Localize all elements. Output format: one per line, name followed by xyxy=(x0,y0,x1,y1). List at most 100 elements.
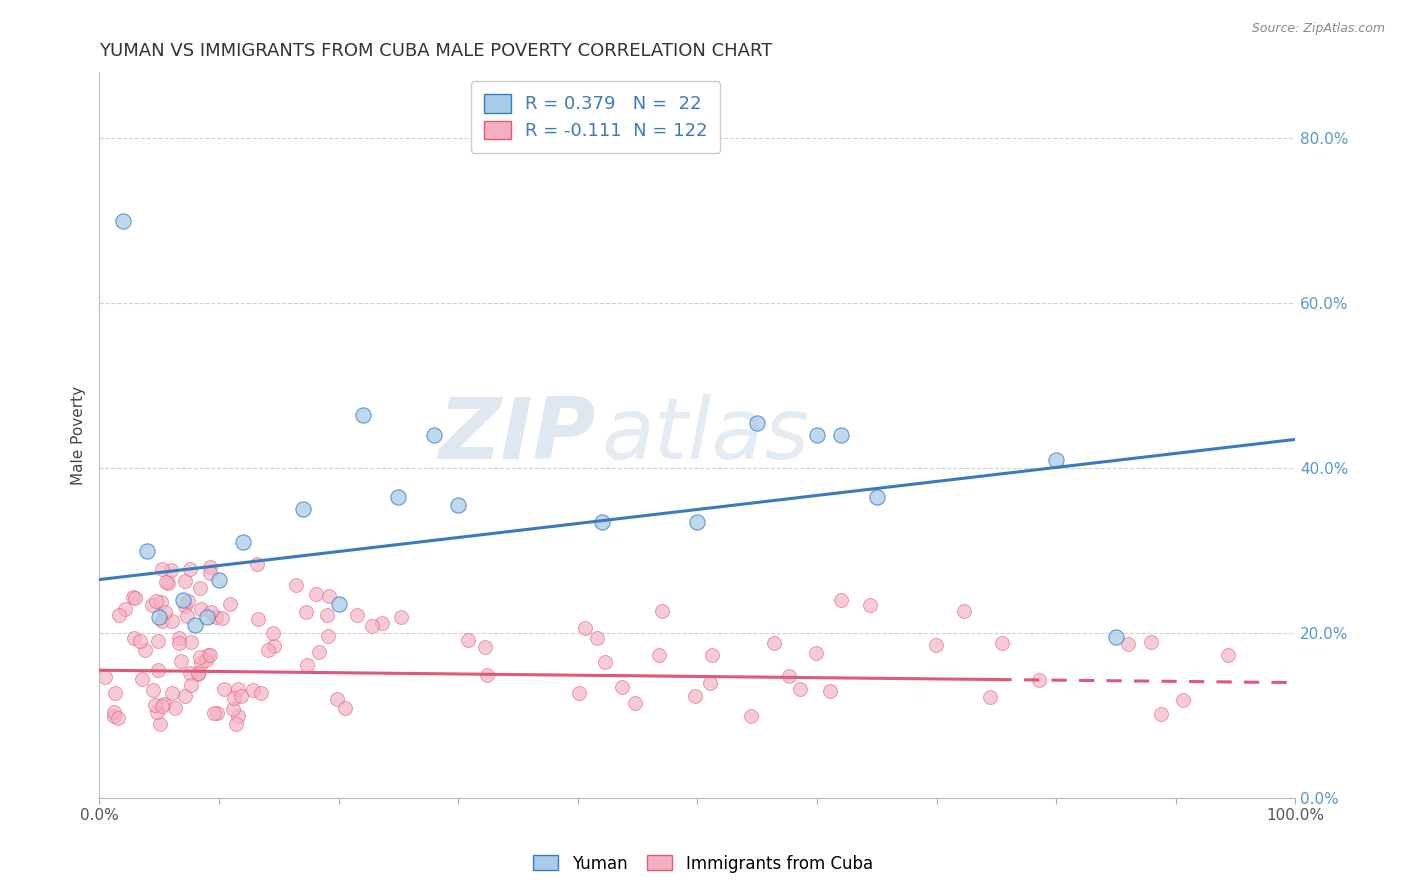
Point xyxy=(818,684,841,698)
Point xyxy=(763,635,786,649)
Point xyxy=(262,626,284,640)
Point xyxy=(318,628,340,642)
Point xyxy=(150,562,173,576)
Point xyxy=(806,647,828,661)
Point xyxy=(1116,637,1139,651)
Point xyxy=(195,653,218,667)
Point xyxy=(389,610,412,624)
Point xyxy=(318,589,340,603)
Point xyxy=(107,711,129,725)
Text: ZIP: ZIP xyxy=(439,393,596,476)
Point xyxy=(1139,634,1161,648)
Point xyxy=(187,667,209,681)
Point xyxy=(1216,648,1239,662)
Point xyxy=(232,535,254,549)
Text: YUMAN VS IMMIGRANTS FROM CUBA MALE POVERTY CORRELATION CHART: YUMAN VS IMMIGRANTS FROM CUBA MALE POVER… xyxy=(100,42,773,60)
Point xyxy=(200,606,222,620)
Point xyxy=(149,717,172,731)
Point xyxy=(246,612,269,626)
Point xyxy=(568,686,591,700)
Point xyxy=(157,576,180,591)
Point xyxy=(179,665,201,680)
Point xyxy=(990,636,1012,650)
Point xyxy=(160,686,183,700)
Point xyxy=(153,605,176,619)
Point xyxy=(612,680,634,694)
Point xyxy=(591,515,613,529)
Point xyxy=(173,574,195,588)
Point xyxy=(208,573,231,587)
Point xyxy=(328,597,350,611)
Legend: Yuman, Immigrants from Cuba: Yuman, Immigrants from Cuba xyxy=(527,848,879,880)
Point xyxy=(686,515,709,529)
Point xyxy=(188,650,211,665)
Point xyxy=(257,643,280,657)
Point xyxy=(108,607,131,622)
Point xyxy=(263,639,285,653)
Point xyxy=(143,698,166,712)
Point xyxy=(226,709,249,723)
Point xyxy=(447,499,470,513)
Point xyxy=(205,706,228,720)
Point xyxy=(124,591,146,606)
Point xyxy=(190,602,212,616)
Point xyxy=(651,605,673,619)
Point xyxy=(979,690,1001,704)
Point xyxy=(219,597,242,611)
Point xyxy=(146,634,169,648)
Point xyxy=(250,686,273,700)
Point xyxy=(152,698,174,712)
Point xyxy=(129,633,152,648)
Point xyxy=(1105,630,1128,644)
Point xyxy=(176,609,198,624)
Point xyxy=(624,696,647,710)
Point xyxy=(190,656,212,670)
Point xyxy=(148,663,170,677)
Point xyxy=(180,678,202,692)
Point xyxy=(1045,453,1067,467)
Point xyxy=(229,689,252,703)
Point xyxy=(205,610,228,624)
Point xyxy=(141,598,163,612)
Point xyxy=(371,615,394,630)
Point xyxy=(352,408,374,422)
Point xyxy=(326,691,349,706)
Point xyxy=(155,575,177,590)
Point xyxy=(789,681,811,696)
Point xyxy=(700,648,723,662)
Point xyxy=(740,709,762,723)
Point xyxy=(167,632,190,646)
Y-axis label: Male Poverty: Male Poverty xyxy=(72,385,86,485)
Point xyxy=(778,668,800,682)
Point xyxy=(387,490,409,504)
Text: atlas: atlas xyxy=(602,393,810,476)
Point xyxy=(94,670,117,684)
Point xyxy=(866,490,889,504)
Point xyxy=(1028,673,1050,687)
Point xyxy=(683,689,706,703)
Point xyxy=(211,611,233,625)
Point xyxy=(104,686,127,700)
Point xyxy=(574,622,596,636)
Point xyxy=(148,609,170,624)
Point xyxy=(114,602,136,616)
Point xyxy=(150,614,173,628)
Point xyxy=(112,214,135,228)
Point xyxy=(699,676,721,690)
Point xyxy=(361,619,384,633)
Point xyxy=(179,562,201,576)
Point xyxy=(212,681,235,696)
Point xyxy=(134,643,156,657)
Point xyxy=(174,599,197,614)
Point xyxy=(198,648,221,663)
Legend: R = 0.379   N =  22, R = -0.111  N = 122: R = 0.379 N = 22, R = -0.111 N = 122 xyxy=(471,81,720,153)
Point xyxy=(200,560,222,574)
Text: Source: ZipAtlas.com: Source: ZipAtlas.com xyxy=(1251,22,1385,36)
Point xyxy=(103,705,125,719)
Point xyxy=(121,591,143,605)
Point xyxy=(225,716,247,731)
Point xyxy=(226,681,249,696)
Point xyxy=(222,691,245,706)
Point xyxy=(335,701,357,715)
Point xyxy=(242,682,264,697)
